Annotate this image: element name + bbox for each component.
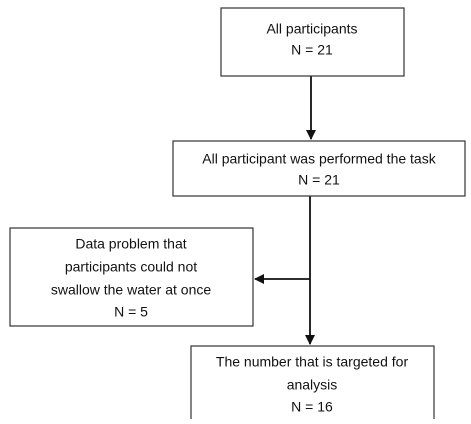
- node-text: All participants: [266, 21, 357, 37]
- node-text: N = 16: [291, 399, 333, 415]
- node: The number that is targeted for analysis…: [190, 345, 435, 424]
- node-box: [172, 140, 466, 197]
- node-text: The number that is targeted for: [216, 354, 409, 370]
- node-text: All participant was performed the task: [202, 151, 436, 167]
- node: All participants N = 21: [220, 7, 405, 77]
- node: All participant was performed the task N…: [172, 140, 466, 197]
- node-text: Data problem that: [75, 236, 186, 252]
- node-text: N = 21: [298, 172, 340, 188]
- node-text: swallow the water at once: [51, 282, 212, 298]
- node-text: analysis: [287, 377, 338, 393]
- node-box: [220, 7, 405, 77]
- node-box: [9, 227, 254, 327]
- node: Data problem that participants could not…: [9, 227, 254, 327]
- node-box: [190, 345, 435, 424]
- node-text: N = 5: [114, 304, 148, 320]
- node-text: N = 21: [291, 42, 333, 58]
- node-text: participants could not: [65, 259, 197, 275]
